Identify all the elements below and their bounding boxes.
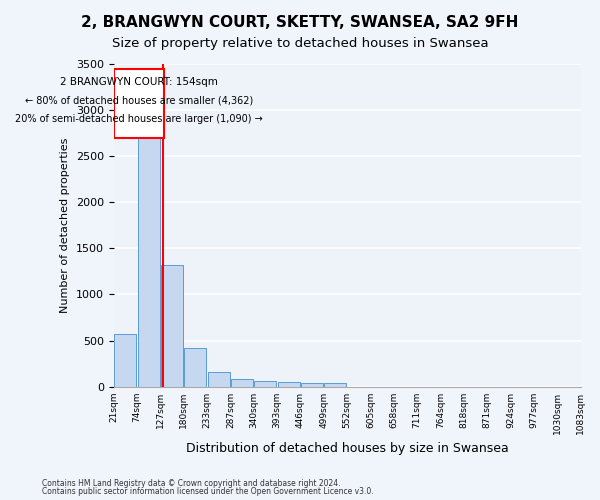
Bar (278, 382, 300, 386)
Text: Size of property relative to detached houses in Swansea: Size of property relative to detached ho… (112, 38, 488, 51)
Text: Contains public sector information licensed under the Open Government Licence v3: Contains public sector information licen… (42, 487, 374, 496)
Text: Contains HM Land Registry data © Crown copyright and database right 2024.: Contains HM Land Registry data © Crown c… (42, 478, 341, 488)
FancyBboxPatch shape (113, 68, 164, 138)
Bar (161, 265, 183, 386)
Bar (184, 348, 206, 387)
Bar (137, 118, 160, 386)
X-axis label: Distribution of detached houses by size in Swansea: Distribution of detached houses by size … (185, 442, 508, 455)
Text: 20% of semi-detached houses are larger (1,090) →: 20% of semi-detached houses are larger (… (15, 114, 263, 124)
Text: 2 BRANGWYN COURT: 154sqm: 2 BRANGWYN COURT: 154sqm (60, 76, 218, 86)
Bar (325, 384, 346, 386)
Y-axis label: Number of detached properties: Number of detached properties (60, 138, 70, 313)
Bar (231, 380, 253, 386)
Text: ← 80% of detached houses are smaller (4,362): ← 80% of detached houses are smaller (4,… (25, 96, 253, 106)
Bar (301, 382, 323, 386)
Text: 2, BRANGWYN COURT, SKETTY, SWANSEA, SA2 9FH: 2, BRANGWYN COURT, SKETTY, SWANSEA, SA2 … (82, 15, 518, 30)
Bar (208, 372, 230, 386)
Bar (114, 334, 136, 386)
Bar (254, 381, 277, 386)
